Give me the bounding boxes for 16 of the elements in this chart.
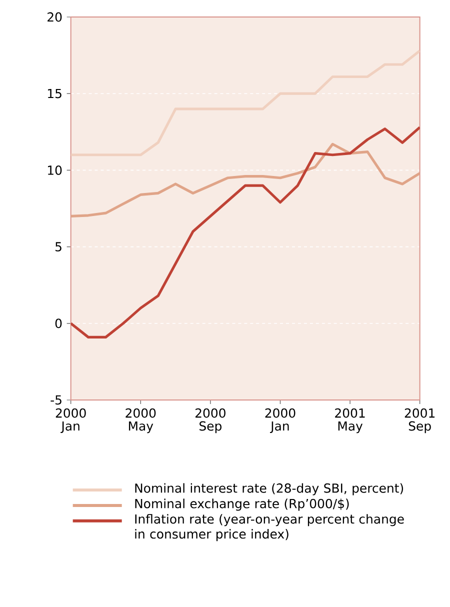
y-tick-label: 5 xyxy=(56,242,62,252)
line-series xyxy=(70,142,420,218)
x-tick-label: 2001 Sep xyxy=(404,408,435,434)
x-tick-label: 2000 Jan xyxy=(56,408,86,434)
legend-label: Inflation rate (year-on-year percent change in consumer price index) xyxy=(135,514,404,542)
legend-label: Nominal exchange rate (Rp’000/$) xyxy=(135,498,349,511)
legend-label: Nominal interest rate (28-day SBI, percent) xyxy=(135,483,404,496)
y-tick-label: 20 xyxy=(48,12,62,22)
x-tick-label: 2000 May xyxy=(126,408,156,434)
x-tick-label: 2000 Sep xyxy=(196,408,226,434)
y-tick-label: -5 xyxy=(50,395,62,405)
y-tick-label: 10 xyxy=(48,165,62,175)
x-tick-label: 2001 May xyxy=(335,408,365,434)
y-tick-label: 15 xyxy=(48,88,62,98)
x-tick-label: 2000 Jan xyxy=(265,408,296,434)
y-tick-label: 0 xyxy=(55,318,62,328)
